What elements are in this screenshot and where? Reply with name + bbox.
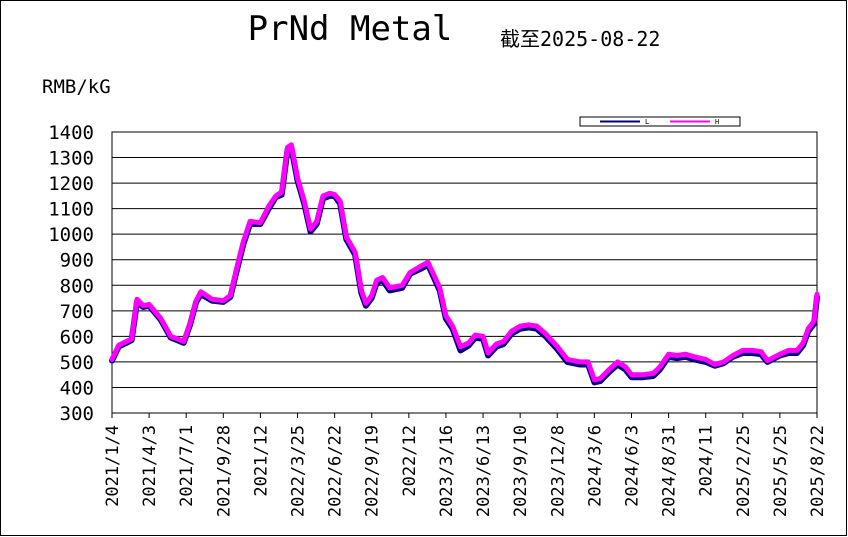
y-tick-label: 1100 <box>48 199 94 221</box>
x-tick-label: 2022/9/19 <box>363 425 383 517</box>
y-tick-label: 400 <box>60 377 94 399</box>
x-tick-label: 2025/2/25 <box>734 425 754 517</box>
x-tick-label: 2024/11 <box>697 425 717 497</box>
series-line <box>109 142 820 383</box>
y-tick-label: 300 <box>60 403 94 425</box>
x-tick-label: 2025/5/25 <box>771 425 791 517</box>
y-tick-label: 700 <box>60 301 94 323</box>
legend-label: H <box>715 118 719 126</box>
y-tick-label: 1200 <box>48 173 94 195</box>
legend-label: L <box>645 118 649 126</box>
x-tick-label: 2023/9/10 <box>511 425 531 517</box>
y-tick-label: 500 <box>60 352 94 374</box>
x-tick-label: 2021/4/3 <box>140 425 160 507</box>
x-tick-label: 2021/7/1 <box>177 425 197 507</box>
x-tick-label: 2025/8/22 <box>808 425 828 517</box>
x-tick-label: 2023/12/8 <box>548 425 568 517</box>
y-tick-label: 1400 <box>48 122 94 144</box>
x-tick-label: 2022/3/25 <box>289 425 309 517</box>
y-axis-label: RMB/kG <box>42 76 111 98</box>
x-tick-label: 2021/1/4 <box>103 425 123 507</box>
x-tick-label: 2022/6/22 <box>326 425 346 517</box>
legend <box>579 116 741 127</box>
chart-title: PrNd Metal <box>248 9 453 49</box>
x-tick-label: 2021/9/28 <box>214 425 234 517</box>
x-tick-label: 2024/6/3 <box>622 425 642 507</box>
x-tick-label: 2021/12 <box>251 425 271 497</box>
x-tick-label: 2024/3/6 <box>585 425 605 507</box>
y-tick-label: 1300 <box>48 148 94 170</box>
plot-area <box>111 131 818 414</box>
y-tick-label: 900 <box>60 250 94 272</box>
y-tick-label: 1000 <box>48 224 94 246</box>
x-tick-label: 2023/6/13 <box>474 425 494 517</box>
x-tick-label: 2022/12 <box>400 425 420 497</box>
chart-subtitle: 截至2025-08-22 <box>500 27 660 51</box>
x-tick-label: 2023/3/16 <box>437 425 457 517</box>
y-tick-label: 800 <box>60 275 94 297</box>
y-tick-label: 600 <box>60 326 94 348</box>
x-tick-label: 2024/8/31 <box>660 425 680 517</box>
